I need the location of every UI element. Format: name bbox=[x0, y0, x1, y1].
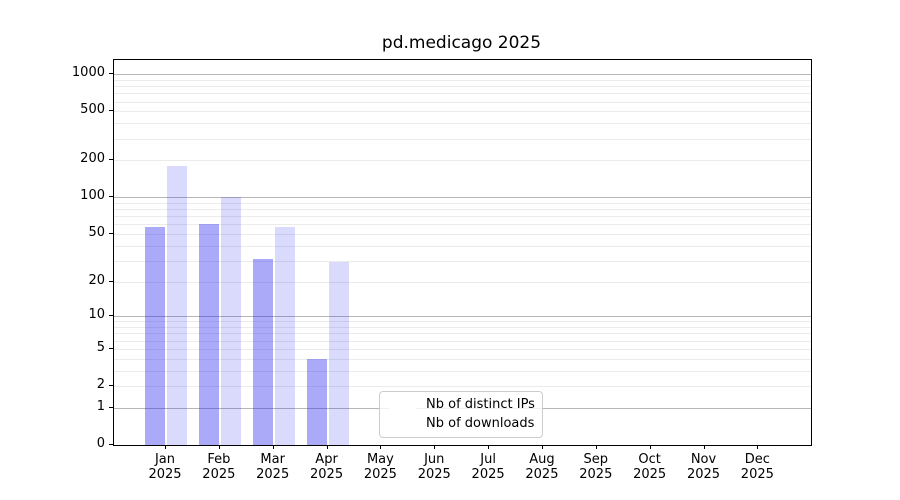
minor-gridline bbox=[114, 340, 811, 342]
chart-title: pd.medicago 2025 bbox=[381, 33, 542, 53]
major-gridline bbox=[114, 74, 811, 76]
legend: Nb of distinct IPs Nb of downloads bbox=[379, 391, 543, 438]
x-tick-label: Apr 2025 bbox=[310, 452, 344, 482]
x-tick bbox=[649, 445, 651, 449]
minor-gridline bbox=[114, 233, 811, 235]
minor-gridline bbox=[114, 386, 811, 388]
x-tick bbox=[488, 445, 490, 449]
x-tick-label: Jun 2025 bbox=[417, 452, 451, 482]
y-tick bbox=[109, 110, 113, 112]
major-gridline bbox=[114, 197, 811, 199]
minor-gridline bbox=[114, 333, 811, 335]
legend-item: Nb of downloads bbox=[389, 416, 535, 431]
x-tick-label: Aug 2025 bbox=[525, 452, 559, 482]
minor-gridline bbox=[114, 202, 811, 204]
x-tick-label: May 2025 bbox=[363, 452, 397, 482]
minor-gridline bbox=[114, 111, 811, 113]
y-tick bbox=[109, 347, 113, 349]
minor-gridline bbox=[114, 160, 811, 162]
minor-gridline bbox=[114, 101, 811, 103]
y-tick-label: 20 bbox=[88, 272, 105, 288]
bar-downloads-feb bbox=[220, 197, 241, 445]
y-tick-label: 5 bbox=[96, 339, 105, 355]
y-tick-label: 100 bbox=[80, 188, 105, 204]
y-tick-label: 0 bbox=[96, 436, 105, 451]
y-tick bbox=[109, 232, 113, 234]
x-tick bbox=[218, 445, 220, 449]
x-tick-label: Feb 2025 bbox=[202, 452, 236, 482]
bar-distinct-ips-jan bbox=[145, 227, 165, 445]
x-tick bbox=[272, 445, 274, 449]
minor-gridline bbox=[114, 123, 811, 125]
x-tick-label: Jan 2025 bbox=[148, 452, 182, 482]
x-tick bbox=[434, 445, 436, 449]
x-tick bbox=[595, 445, 597, 449]
x-tick-label: Jul 2025 bbox=[471, 452, 505, 482]
minor-gridline bbox=[114, 224, 811, 226]
major-gridline bbox=[114, 316, 811, 318]
minor-gridline bbox=[114, 260, 811, 262]
y-tick bbox=[109, 73, 113, 75]
minor-gridline bbox=[114, 327, 811, 329]
minor-gridline bbox=[114, 93, 811, 95]
minor-gridline bbox=[114, 321, 811, 323]
y-tick-label: 50 bbox=[88, 224, 105, 240]
y-tick bbox=[109, 385, 113, 387]
plot-area bbox=[113, 59, 812, 446]
y-tick bbox=[109, 280, 113, 282]
x-tick bbox=[703, 445, 705, 449]
minor-gridline bbox=[114, 370, 811, 372]
x-tick-label: Oct 2025 bbox=[633, 452, 667, 482]
y-tick-label: 1000 bbox=[71, 65, 105, 81]
x-tick bbox=[757, 445, 759, 449]
legend-label: Nb of downloads bbox=[426, 416, 535, 431]
y-tick-label: 500 bbox=[80, 102, 105, 118]
legend-swatch-downloads bbox=[389, 419, 416, 429]
y-tick-label: 2 bbox=[96, 377, 105, 393]
minor-gridline bbox=[114, 216, 811, 218]
x-tick bbox=[165, 445, 166, 449]
x-tick-label: Sep 2025 bbox=[579, 452, 613, 482]
legend-label: Nb of distinct IPs bbox=[426, 397, 535, 412]
y-tick bbox=[109, 196, 113, 198]
bar-downloads-apr bbox=[328, 262, 349, 445]
y-tick-label: 10 bbox=[88, 307, 105, 323]
x-tick bbox=[541, 445, 543, 449]
bar-distinct-ips-feb bbox=[198, 224, 219, 445]
x-tick bbox=[326, 445, 328, 449]
minor-gridline bbox=[114, 348, 811, 350]
minor-gridline bbox=[114, 86, 811, 88]
y-tick bbox=[109, 406, 113, 408]
minor-gridline bbox=[114, 281, 811, 283]
minor-gridline bbox=[114, 358, 811, 360]
bar-distinct-ips-mar bbox=[252, 258, 273, 445]
y-tick bbox=[109, 159, 113, 161]
x-tick-label: Dec 2025 bbox=[740, 452, 774, 482]
bar-downloads-mar bbox=[274, 227, 295, 445]
x-tick bbox=[380, 445, 382, 449]
legend-item: Nb of distinct IPs bbox=[389, 397, 535, 412]
y-tick bbox=[109, 315, 113, 317]
bar-distinct-ips-apr bbox=[306, 358, 327, 445]
x-tick-label: Mar 2025 bbox=[256, 452, 290, 482]
legend-swatch-distinct-ips bbox=[389, 400, 416, 410]
x-tick-label: Nov 2025 bbox=[686, 452, 721, 482]
y-tick bbox=[109, 444, 113, 445]
y-tick-label: 200 bbox=[80, 151, 105, 167]
minor-gridline bbox=[114, 209, 811, 211]
y-tick-label: 1 bbox=[96, 398, 105, 414]
minor-gridline bbox=[114, 138, 811, 140]
bar-downloads-jan bbox=[167, 165, 187, 445]
minor-gridline bbox=[114, 79, 811, 81]
minor-gridline bbox=[114, 245, 811, 247]
